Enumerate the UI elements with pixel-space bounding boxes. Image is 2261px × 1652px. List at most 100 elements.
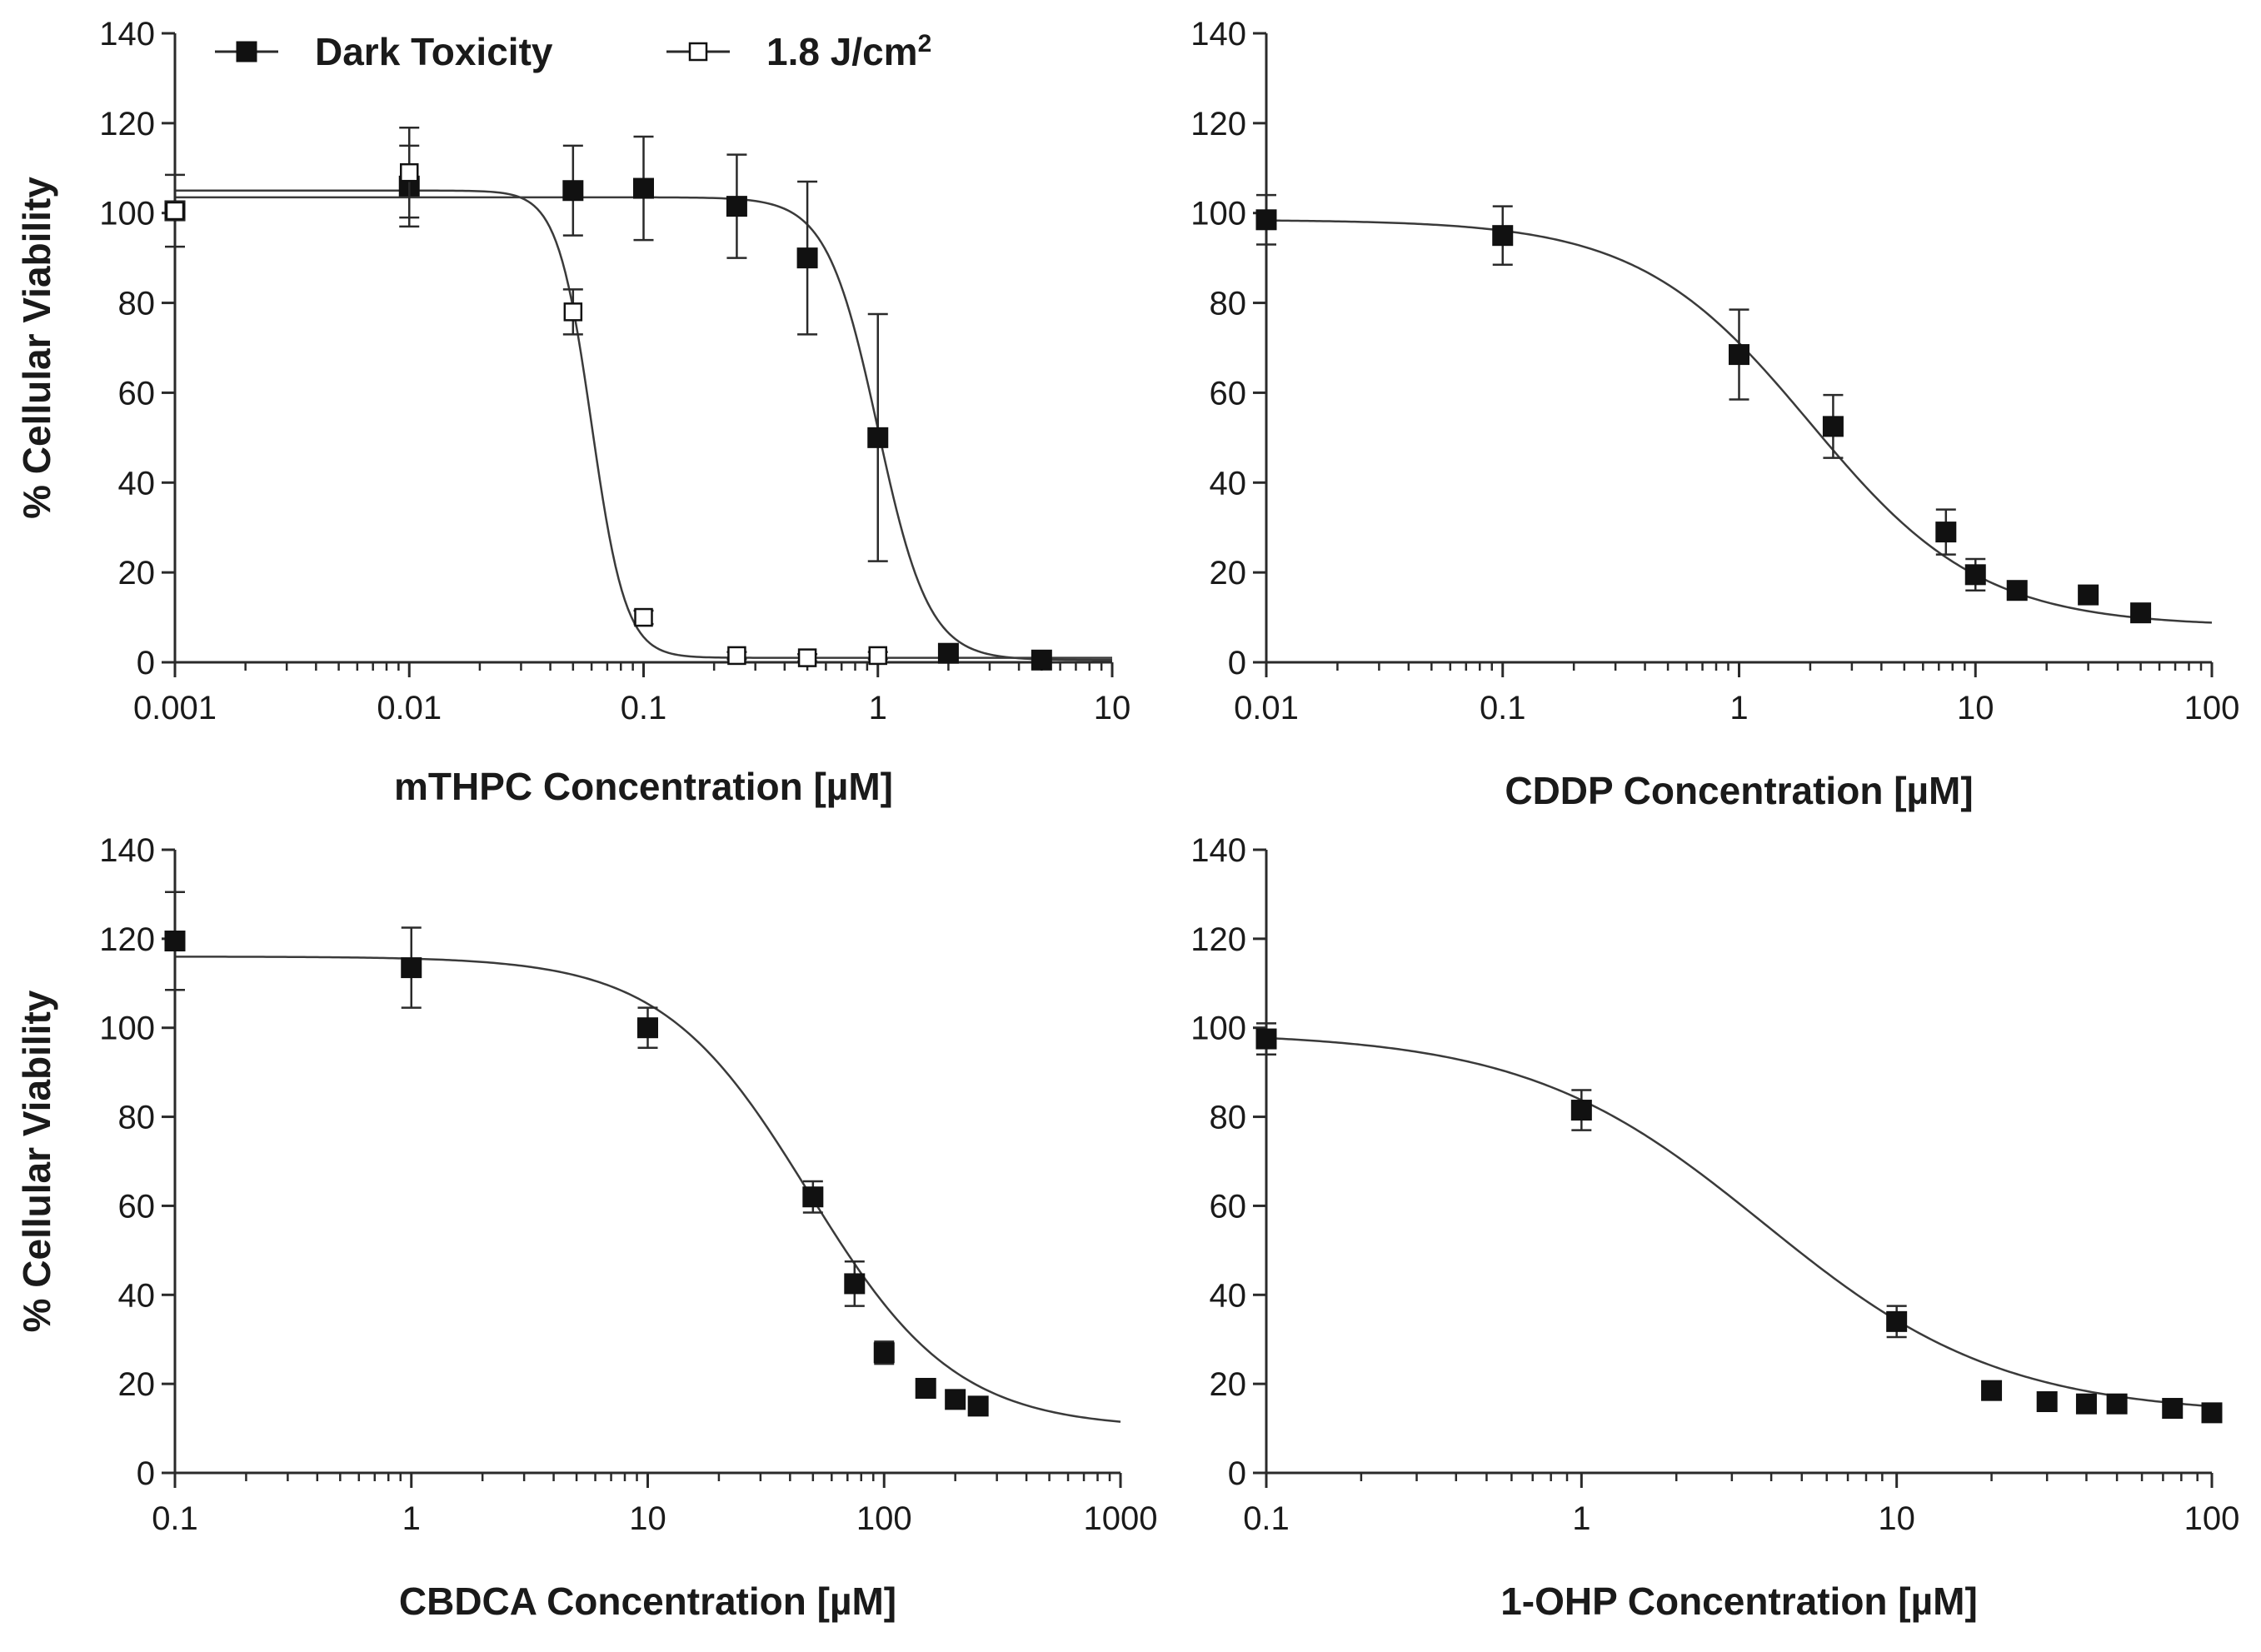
y-axis-label: % Cellular Viability xyxy=(15,990,58,1332)
data-point-open xyxy=(563,302,583,322)
x-tick-label: 100 xyxy=(856,1500,912,1537)
data-point-open xyxy=(400,162,419,182)
x-tick-label: 0.1 xyxy=(621,690,667,726)
y-tick-label: 140 xyxy=(1190,832,1246,869)
data-point xyxy=(2036,1391,2058,1413)
panel-4: 0 20 40 60 80 100 120 140 0.1 1 10 100 1-OHP Concent… xyxy=(1190,832,2239,1623)
data-point xyxy=(1822,416,1844,437)
x-tick-label: 0.1 xyxy=(1243,1500,1290,1537)
y-tick-label: 80 xyxy=(1210,286,1247,322)
x-tick-label: 1 xyxy=(1729,690,1748,726)
x-tick-label: 1000 xyxy=(1084,1500,1158,1537)
data-point xyxy=(867,427,889,448)
fit-curve-series-1 xyxy=(175,956,1121,1423)
y-tick-label: 20 xyxy=(118,1366,156,1403)
x-tick-label: 1 xyxy=(402,1500,421,1537)
legend-label: Dark Toxicity xyxy=(315,30,553,73)
data-point xyxy=(1729,344,1749,366)
y-tick-label: 0 xyxy=(1228,1455,1246,1492)
y-tick-label: 40 xyxy=(118,465,156,502)
data-point xyxy=(1031,649,1052,671)
data-point xyxy=(1492,225,1514,247)
y-tick-label: 140 xyxy=(1190,16,1246,52)
x-axis-label: mTHPC Concentration [µM] xyxy=(394,765,893,808)
y-tick-label: 20 xyxy=(1210,555,1247,591)
data-point xyxy=(562,180,584,202)
legend-marker xyxy=(688,42,708,62)
legend-marker xyxy=(236,41,257,62)
y-tick-label: 20 xyxy=(118,555,156,591)
data-point xyxy=(726,196,747,217)
fit-curve-series-1 xyxy=(1265,1036,2213,1408)
y-tick-label: 40 xyxy=(118,1277,156,1314)
y-tick-label: 80 xyxy=(1210,1100,1247,1136)
x-tick-label: 1 xyxy=(1572,1500,1590,1537)
y-tick-label: 20 xyxy=(1210,1366,1247,1403)
data-point-open xyxy=(868,646,887,666)
data-point xyxy=(2162,1398,2184,1420)
fit-curve-series-2 xyxy=(175,189,1112,659)
y-tick-label: 100 xyxy=(1190,1011,1246,1047)
data-point xyxy=(873,1342,895,1364)
x-tick-label: 100 xyxy=(2184,690,2240,726)
y-tick-label: 60 xyxy=(1210,375,1247,412)
x-tick-label: 1 xyxy=(869,690,887,726)
y-tick-label: 120 xyxy=(99,106,155,142)
y-tick-label: 80 xyxy=(118,286,156,322)
data-point xyxy=(164,931,186,952)
data-point xyxy=(1964,564,1986,586)
y-tick-label: 120 xyxy=(1190,106,1246,142)
panel-3: 0 20 40 60 80 100 120 140 0.1 1 10 100 1000 CBDCA Con… xyxy=(15,832,1157,1623)
y-tick-label: 100 xyxy=(99,196,155,232)
data-point xyxy=(967,1395,989,1417)
y-tick-label: 60 xyxy=(118,1188,156,1225)
data-point xyxy=(1935,522,1957,543)
legend: Dark Toxicity 1.8 J/cm2 xyxy=(215,30,931,74)
x-tick-label: 10 xyxy=(1878,1500,1915,1537)
fit-curve-series-1 xyxy=(175,196,1113,661)
y-tick-label: 100 xyxy=(99,1011,155,1047)
x-tick-label: 100 xyxy=(2184,1500,2240,1537)
data-point xyxy=(637,1017,658,1039)
data-point-open xyxy=(797,648,817,667)
panel-2: 0 20 40 60 80 100 120 140 0.01 0.1 1 10 100 CDDP Conc… xyxy=(1190,16,2239,812)
x-tick-label: 0.1 xyxy=(1480,690,1526,726)
data-point xyxy=(945,1389,966,1410)
x-axis-label: CDDP Concentration [µM] xyxy=(1505,769,1973,812)
y-tick-label: 140 xyxy=(99,832,155,869)
x-tick-label: 10 xyxy=(1957,690,1994,726)
y-tick-label: 0 xyxy=(137,1455,155,1492)
y-tick-label: 140 xyxy=(99,16,155,52)
data-point xyxy=(1886,1310,1908,1332)
y-tick-label: 120 xyxy=(99,921,155,958)
y-axis-label: % Cellular Viability xyxy=(15,177,58,519)
x-tick-label: 0.01 xyxy=(1234,690,1299,726)
y-tick-label: 60 xyxy=(1210,1188,1247,1225)
x-tick-label: 10 xyxy=(1094,690,1131,726)
panel-1: 0 20 40 60 80 100 120 140 0.001 0.01 0.1 1 10 mTHPC C… xyxy=(15,16,1130,808)
data-point xyxy=(2130,602,2152,624)
data-point xyxy=(2201,1402,2223,1424)
data-point xyxy=(915,1377,936,1399)
data-point xyxy=(1255,209,1277,231)
data-point xyxy=(2078,584,2099,606)
legend-superscript: 2 xyxy=(918,30,932,57)
x-tick-label: 0.1 xyxy=(152,1500,198,1537)
x-axis-label: 1-OHP Concentration [µM] xyxy=(1500,1580,1978,1623)
legend-label: 1.8 J/cm2 xyxy=(766,30,931,74)
data-point xyxy=(937,642,959,664)
data-point xyxy=(796,247,818,269)
data-point xyxy=(633,177,654,199)
data-point-open xyxy=(165,201,185,221)
y-tick-label: 0 xyxy=(137,645,155,681)
data-point xyxy=(2075,1393,2097,1415)
data-point xyxy=(844,1273,866,1295)
data-point xyxy=(802,1186,824,1208)
data-point-open xyxy=(634,607,653,627)
y-tick-label: 40 xyxy=(1210,1277,1247,1314)
x-tick-label: 10 xyxy=(629,1500,666,1537)
y-tick-label: 60 xyxy=(118,375,156,412)
y-tick-label: 100 xyxy=(1190,196,1246,232)
